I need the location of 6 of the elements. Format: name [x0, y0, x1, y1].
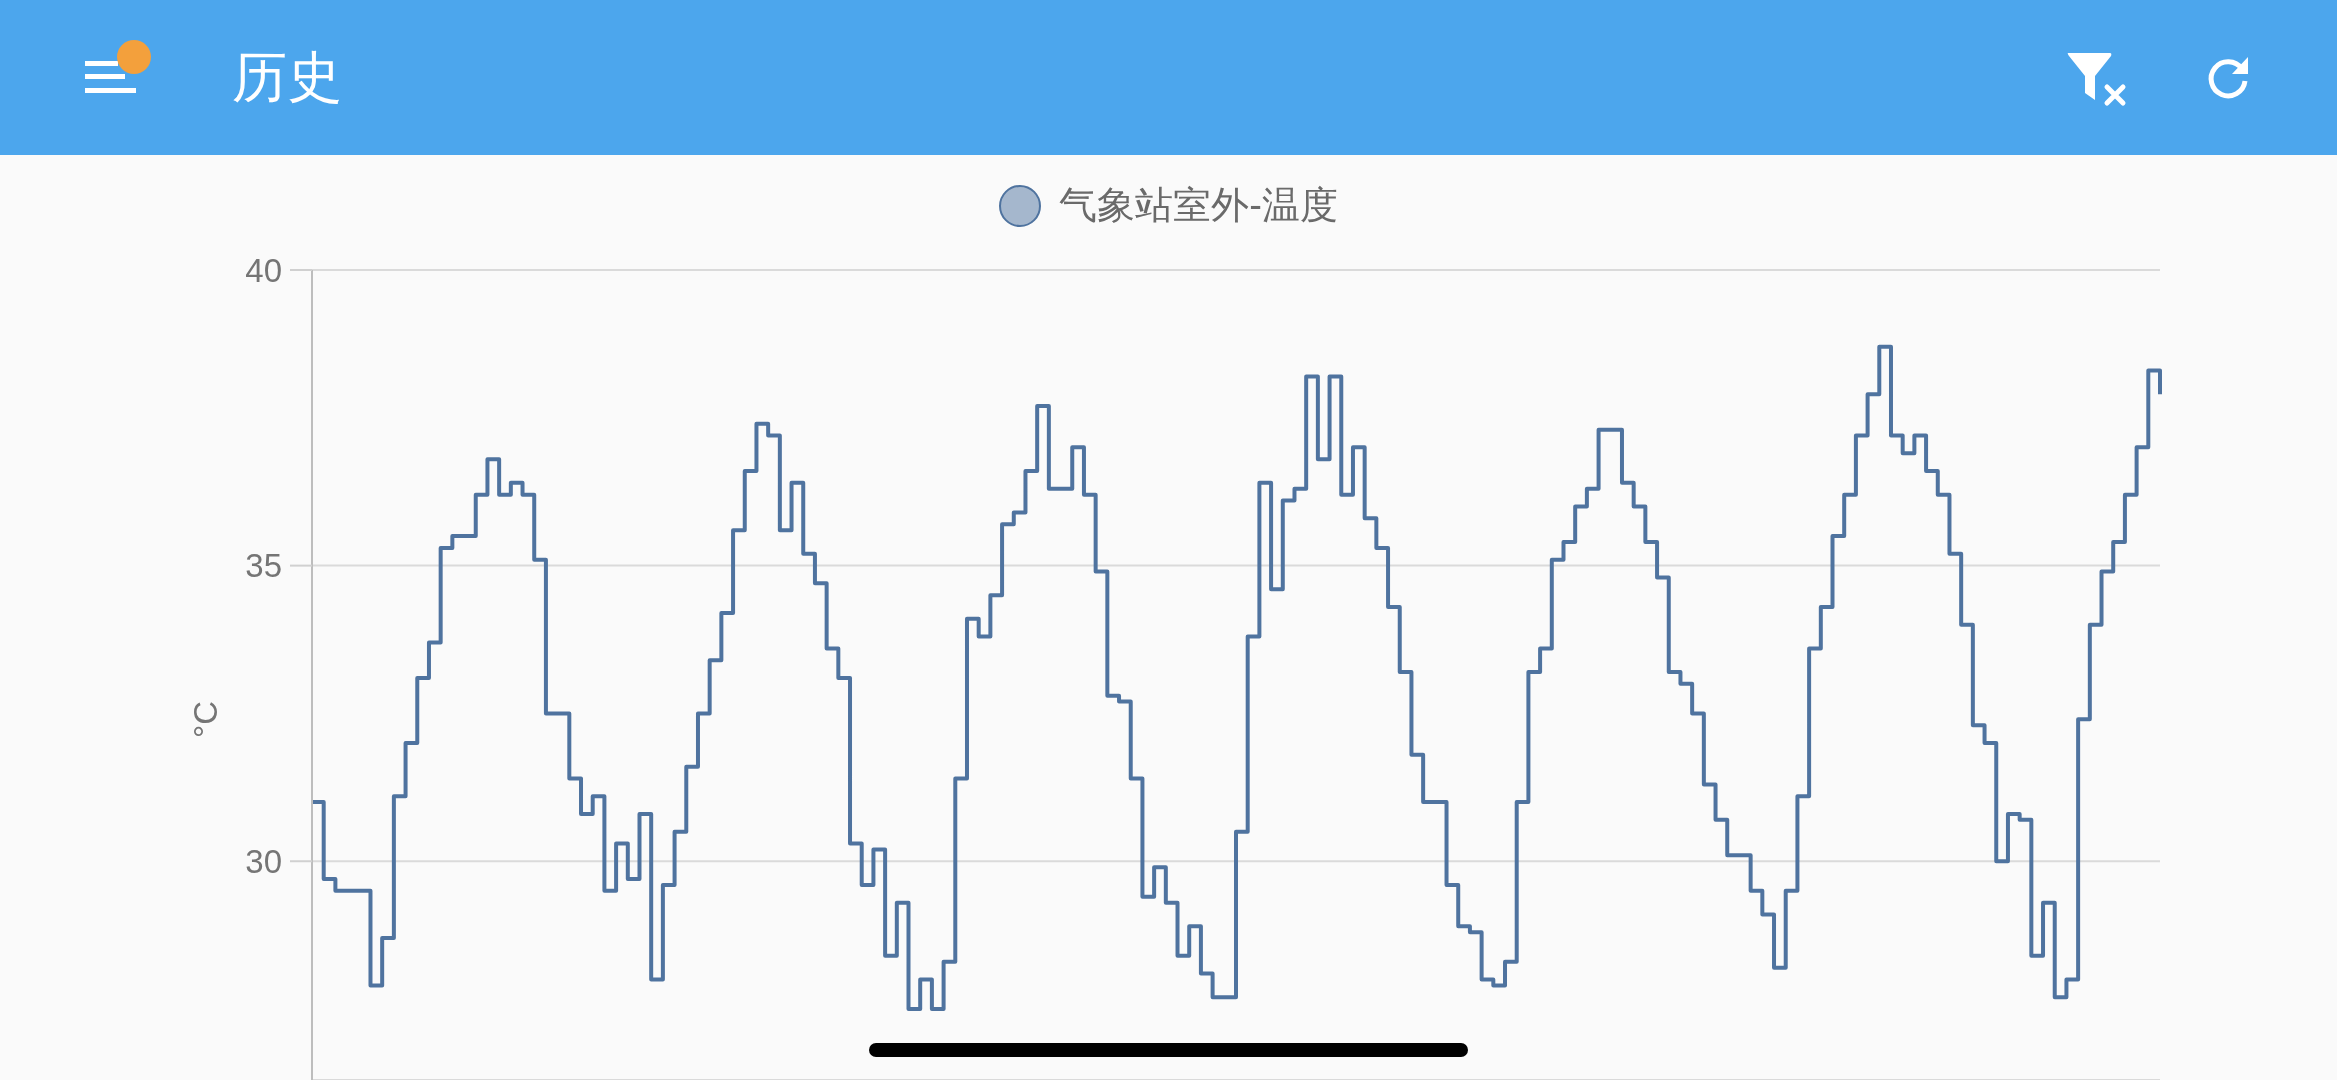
y-axis-title: °C — [187, 701, 225, 739]
legend-label: 气象站室外-温度 — [1059, 183, 1338, 228]
y-tick-label: 40 — [245, 251, 282, 289]
y-tick-label: 30 — [245, 842, 282, 880]
y-tick-label: 35 — [245, 547, 282, 585]
chart-title: 历史 — [232, 45, 342, 110]
